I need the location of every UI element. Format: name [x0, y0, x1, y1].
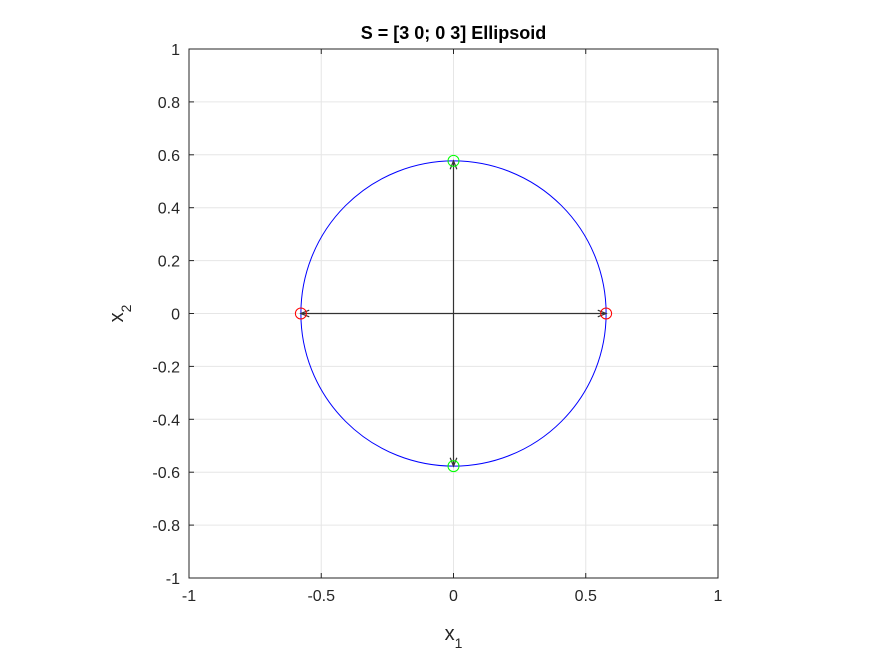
y-tick-label: -0.4	[152, 412, 180, 429]
y-tick-label: -0.8	[152, 518, 180, 535]
y-axis-label: x2	[106, 304, 134, 322]
endpoint-marker	[447, 154, 460, 167]
y-tick-label: 1	[171, 42, 180, 59]
plot-area	[294, 154, 613, 473]
x-tick-label: -0.5	[307, 588, 335, 605]
x-tick-label: -1	[182, 588, 196, 605]
x-axis-label-base: x	[445, 623, 455, 645]
y-tick-label: -1	[166, 571, 180, 588]
endpoint-marker	[294, 307, 307, 320]
x-axis-label: x1	[445, 623, 463, 651]
endpoint-marker	[600, 307, 613, 320]
endpoint-marker	[447, 460, 460, 473]
y-tick-label: 0.2	[158, 254, 180, 271]
chart-title: S = [3 0; 0 3] Ellipsoid	[361, 23, 547, 43]
x-tick-label: 0.5	[575, 588, 597, 605]
axis-arrow-head	[299, 309, 310, 318]
y-tick-label: 0.4	[158, 201, 180, 218]
y-axis-label-subscript: 2	[118, 304, 134, 312]
y-tick-label: 0	[171, 307, 180, 324]
x-tick-label: 0	[449, 588, 458, 605]
y-tick-label: 0.6	[158, 148, 180, 165]
axis-arrow-head	[449, 159, 458, 170]
y-tick-label: 0.8	[158, 95, 180, 112]
x-tick-label: 1	[714, 588, 723, 605]
y-axis-label-base: x	[106, 312, 128, 322]
tick-marks	[188, 48, 719, 579]
axis-arrow-head	[449, 457, 458, 468]
y-tick-label: -0.2	[152, 359, 180, 376]
x-axis-label-subscript: 1	[455, 635, 463, 651]
y-tick-label: -0.6	[152, 465, 180, 482]
